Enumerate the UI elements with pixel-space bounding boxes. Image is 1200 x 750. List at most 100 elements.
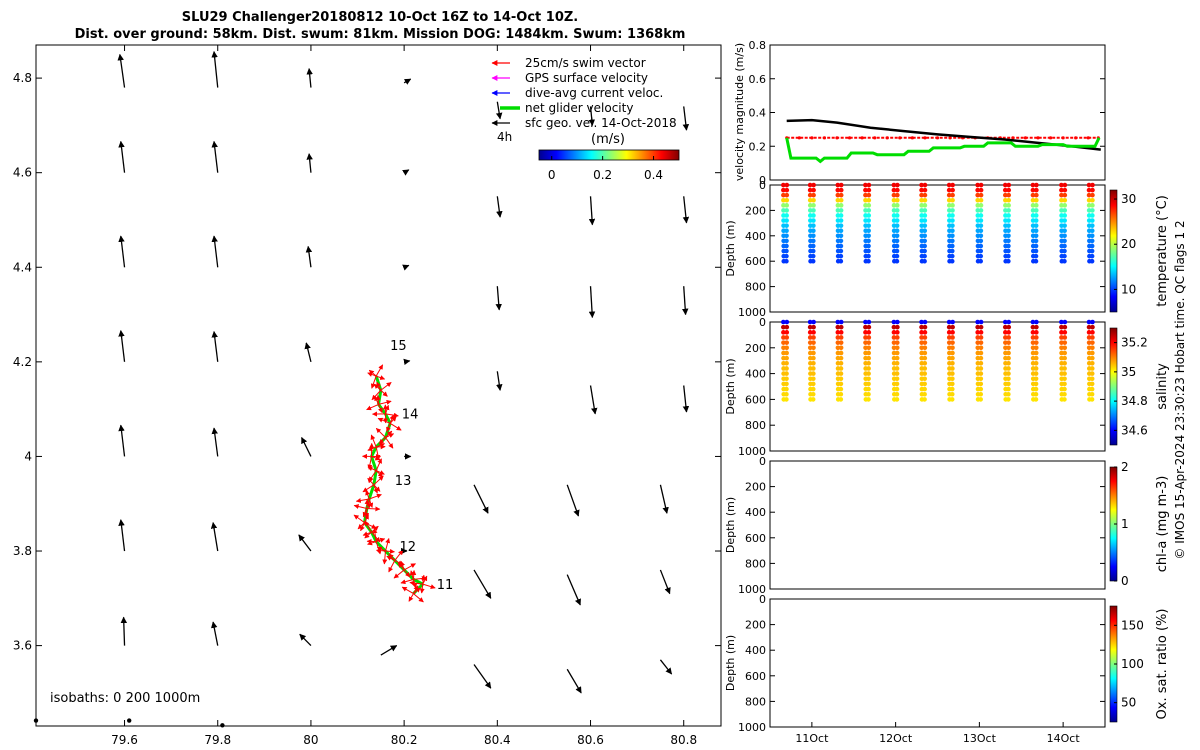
- temperature-sample-3-14-1: [866, 253, 871, 259]
- map-colorbar: (m/s) 0 0.2 0.4: [538, 132, 680, 182]
- swim-vector-19-0: [422, 575, 428, 585]
- geo-vector-33: [566, 484, 580, 517]
- swim-vector-17-4: [398, 562, 405, 571]
- temperature-sample-10-2-1: [1062, 192, 1068, 198]
- swim-vector-15-4: [376, 548, 386, 554]
- chl-a-axes-frame: [769, 460, 1106, 590]
- salinity-sample-5-3-0: [919, 335, 924, 340]
- temperature-sample-6-15-1: [949, 258, 955, 264]
- temperature-sample-8-1-0: [1002, 187, 1008, 193]
- swim-vector-5-2: [378, 437, 386, 445]
- geo-vector-14: [118, 235, 126, 268]
- net-velocity-segment-18: [412, 578, 424, 586]
- salinity-sample-3-15-1: [866, 397, 871, 402]
- salinity-sample-8-6-0: [1003, 350, 1008, 356]
- temperature-sample-7-13-1: [978, 248, 984, 254]
- temperature-sample-7-10-1: [978, 233, 984, 239]
- salinity-sample-0-11-1: [784, 376, 789, 382]
- salinity-sample-6-3-1: [950, 335, 955, 340]
- chl-a-ytick-label-3: 600: [745, 532, 766, 545]
- credit-text: © IMOS 15-Apr-2024 23:30:23 Hobart time.…: [1173, 220, 1187, 559]
- geo-vector-37: [298, 534, 312, 552]
- salinity-sample-4-4-0: [891, 340, 897, 345]
- swim-vector-9-2: [367, 477, 375, 486]
- salinity-sample-10-5-0: [1059, 345, 1064, 351]
- salinity-sample-11-1-1: [1090, 324, 1095, 330]
- salinity-sample-5-11-1: [922, 376, 927, 382]
- temperature-sample-7-6-1: [978, 213, 984, 218]
- salinity-sample-7-0-1: [978, 319, 984, 325]
- map-x-ticks: 79.6 79.8 80 80.2 80.4 80.6 80.8: [111, 45, 697, 747]
- geo-vector-18: [495, 286, 502, 311]
- temperature-sample-8-2-1: [1006, 192, 1012, 198]
- temperature-sample-11-4-1: [1090, 203, 1095, 208]
- velocity-ytick-label-4: 0.8: [749, 39, 767, 52]
- temperature-sample-7-0-1: [978, 182, 984, 188]
- salinity-sample-10-6-1: [1062, 350, 1068, 356]
- salinity-sample-9-1-1: [1034, 324, 1039, 330]
- swim-vector-6-3: [370, 434, 377, 448]
- swim-vector-0-4: [367, 372, 377, 377]
- salinity-sample-10-2-0: [1059, 330, 1064, 335]
- swim-vector-14-4: [367, 540, 377, 546]
- temperature-sample-4-14-1: [894, 253, 900, 259]
- temperature-sample-4-1-1: [895, 187, 900, 193]
- geo-vector-35: [118, 519, 126, 552]
- salinity-sample-2-7-1: [838, 355, 844, 361]
- temperature-sample-8-3-1: [1006, 197, 1011, 203]
- geo-vector-19: [588, 286, 596, 319]
- swim-vector-11-1: [353, 504, 367, 509]
- geo-vector-23: [304, 342, 312, 363]
- geo-vector-7: [118, 140, 126, 173]
- salinity-sample-5-1-1: [922, 324, 928, 330]
- salinity-sample-6-4-1: [950, 340, 955, 345]
- temperature-sample-8-4-0: [1003, 203, 1008, 208]
- temperature-sample-11-6-1: [1090, 213, 1095, 218]
- temperature-sample-2-15-1: [838, 258, 844, 264]
- title-line-1: SLU29 Challenger20180812 10-Oct 16Z to 1…: [181, 10, 579, 25]
- legend-swim: 25cm/s swim vector: [525, 56, 646, 70]
- salinity-sample-11-10-1: [1089, 371, 1095, 376]
- salinity-sample-3-3-0: [863, 335, 868, 340]
- map-ytick-label-4: 4.4: [13, 260, 32, 274]
- salinity-sample-0-8-1: [784, 360, 789, 366]
- salinity-sample-3-0-0: [863, 319, 868, 325]
- oxygen-colorbar-title: Ox. sat. ratio (%): [1155, 609, 1170, 720]
- temperature-sample-11-5-1: [1090, 208, 1095, 213]
- salinity-sample-2-11-1: [838, 376, 844, 382]
- velocity-ytick-label-1: 0.2: [749, 140, 767, 153]
- colorbar-ticks: 0 0.2 0.4: [548, 156, 663, 182]
- geo-vector-42: [120, 616, 128, 646]
- temperature-colorbar-label-1: 20: [1121, 237, 1136, 251]
- temperature-sample-2-13-1: [838, 248, 844, 254]
- salinity-sample-11-11-1: [1089, 376, 1095, 382]
- colorbar-tick-label-2: 0.4: [644, 168, 663, 182]
- temperature-sample-10-4-0: [1059, 203, 1064, 208]
- depth-panel-salinity: 0 200 400 600 800 1000 Depth (m) 34.6 34.8 35 35.2…: [724, 316, 1170, 458]
- swim-vector-16-1: [394, 549, 404, 561]
- temperature-sample-6-6-1: [950, 213, 955, 218]
- temperature-sample-5-15-1: [922, 258, 927, 264]
- salinity-sample-10-3-0: [1059, 335, 1064, 340]
- velocity-series-0-point-13: [948, 136, 952, 140]
- temperature-sample-3-4-1: [866, 203, 872, 208]
- temperature-sample-11-5-0: [1086, 208, 1092, 213]
- swim-vector-1-2: [380, 389, 388, 397]
- temperature-sample-11-13-1: [1089, 248, 1095, 254]
- temperature-sample-7-1-0: [975, 187, 980, 193]
- salinity-sample-1-1-0: [807, 324, 813, 330]
- salinity-sample-9-13-1: [1033, 386, 1039, 392]
- temperature-sample-10-11-1: [1062, 238, 1067, 244]
- velocity-series-line-2: [785, 137, 1101, 164]
- geo-vector-32: [473, 484, 489, 514]
- velocity-series-0-point-11: [923, 136, 927, 140]
- salinity-sample-4-0-1: [895, 319, 900, 325]
- salinity-sample-5-6-0: [919, 350, 924, 356]
- temperature-sample-10-5-0: [1059, 208, 1064, 213]
- salinity-sample-6-2-1: [950, 330, 955, 335]
- salinity-sample-6-2-0: [946, 330, 952, 335]
- salinity-sample-6-6-1: [950, 350, 955, 356]
- temperature-ytick-label-3: 600: [745, 255, 766, 268]
- temperature-sample-2-6-0: [835, 213, 841, 218]
- geo-vector-17: [402, 264, 410, 271]
